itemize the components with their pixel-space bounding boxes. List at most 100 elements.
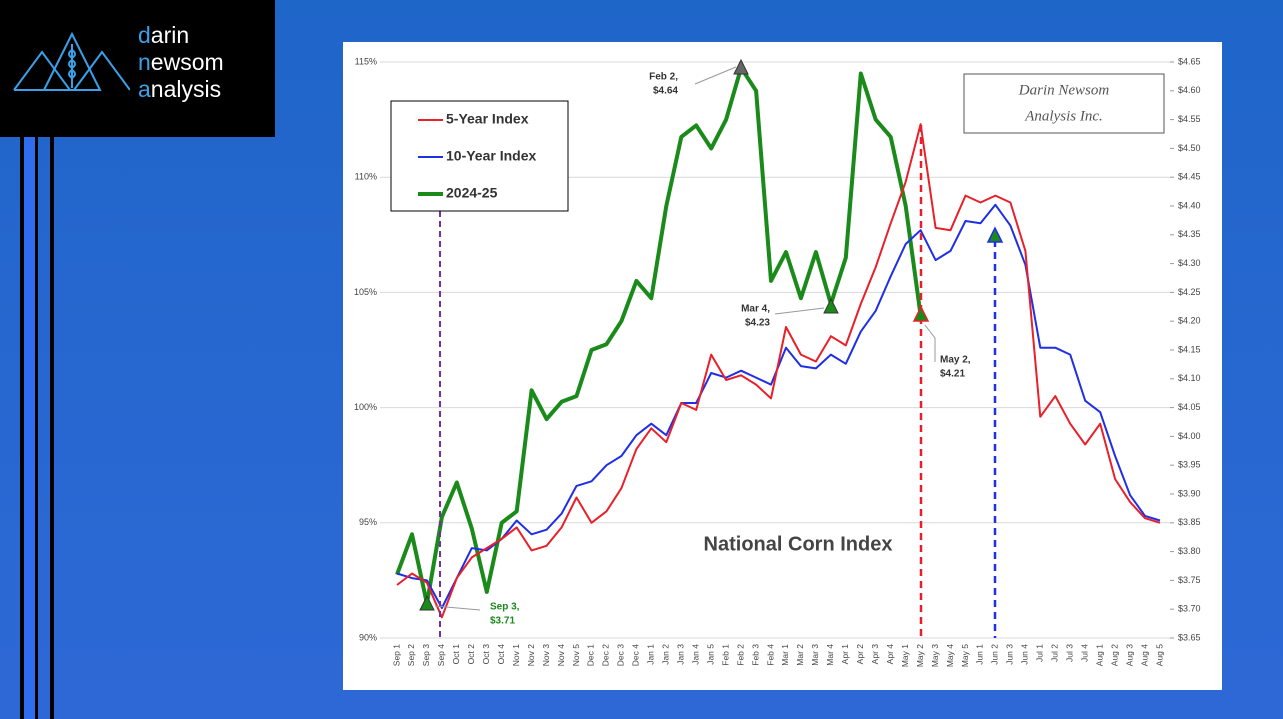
company-box <box>963 73 1165 134</box>
x-tick-label: Jul 4 <box>1079 644 1089 662</box>
x-tick-label: May 5 <box>960 644 970 667</box>
marker <box>419 594 435 611</box>
y2-tick-label: $4.40 <box>1178 200 1201 210</box>
x-tick-label: Sep 4 <box>436 644 446 666</box>
x-tick-label: Aug 4 <box>1139 644 1149 666</box>
y-tick-label: 95% <box>359 517 377 527</box>
legend-label: 5-Year Index <box>446 111 529 127</box>
y2-tick-label: $4.35 <box>1178 229 1201 239</box>
stripe <box>35 137 38 719</box>
y2-tick-label: $4.00 <box>1178 431 1201 441</box>
y2-tick-label: $4.30 <box>1178 258 1201 268</box>
x-tick-label: Sep 1 <box>391 644 401 666</box>
y2-tick-label: $4.55 <box>1178 114 1201 124</box>
x-tick-label: Dec 1 <box>586 644 596 666</box>
y-tick-label: 105% <box>354 287 377 297</box>
x-tick-label: Aug 5 <box>1154 644 1164 666</box>
annotation: Mar 4, <box>741 304 770 315</box>
y2-tick-label: $3.90 <box>1178 488 1201 498</box>
y2-tick-label: $4.50 <box>1178 143 1201 153</box>
x-tick-label: Nov 3 <box>541 644 551 666</box>
x-tick-label: May 4 <box>945 644 955 667</box>
legend-label: 10-Year Index <box>446 148 536 164</box>
x-tick-label: Feb 1 <box>720 644 730 666</box>
x-tick-label: Dec 3 <box>616 644 626 666</box>
x-tick-label: Apr 3 <box>870 644 880 665</box>
stripe <box>24 137 35 719</box>
x-tick-label: Oct 2 <box>466 644 476 665</box>
y2-tick-label: $3.85 <box>1178 517 1201 527</box>
y2-tick-label: $3.95 <box>1178 460 1201 470</box>
x-tick-label: Jul 3 <box>1064 644 1074 662</box>
x-tick-label: Feb 2 <box>735 644 745 666</box>
x-tick-label: Jun 1 <box>975 644 985 665</box>
x-tick-label: Jan 2 <box>661 644 671 665</box>
company-text: Analysis Inc. <box>1024 108 1102 124</box>
legend-label: 2024-25 <box>446 185 498 201</box>
x-tick-label: Jan 3 <box>676 644 686 665</box>
y-tick-label: 110% <box>355 172 377 182</box>
company-text: Darin Newsom <box>1018 82 1110 98</box>
logo-text: darin newsom analysis <box>138 22 224 103</box>
y2-tick-label: $3.75 <box>1178 575 1201 585</box>
series-line <box>396 123 1161 619</box>
logo-line: darin <box>138 22 190 48</box>
x-tick-label: Dec 2 <box>601 644 611 666</box>
marker <box>986 226 1004 243</box>
annotation: Feb 2, <box>649 72 678 83</box>
y2-tick-label: $4.25 <box>1178 287 1201 297</box>
x-tick-label: Jun 2 <box>990 644 1000 665</box>
x-tick-label: Mar 2 <box>795 644 805 666</box>
stripe <box>50 137 54 719</box>
annotation: $4.21 <box>940 369 965 380</box>
leaders <box>434 66 936 611</box>
x-tick-label: May 2 <box>915 644 925 667</box>
y2-tick-label: $4.05 <box>1178 402 1201 412</box>
stripe <box>20 137 24 719</box>
x-tick-label: Aug 1 <box>1094 644 1104 666</box>
y2-tick-label: $3.65 <box>1178 632 1201 642</box>
marker <box>733 58 749 75</box>
x-tick-label: Jan 4 <box>690 644 700 665</box>
logo-line: analysis <box>138 76 222 102</box>
x-tick-label: Apr 4 <box>885 644 895 665</box>
logo-line: newsom <box>138 49 224 75</box>
y2-tick-label: $4.20 <box>1178 316 1201 326</box>
x-tick-label: Jun 3 <box>1005 644 1015 665</box>
x-tick-label: Mar 4 <box>825 644 835 666</box>
y-tick-label: 100% <box>354 402 377 412</box>
logo-icon <box>13 31 130 91</box>
x-tick-label: Aug 2 <box>1109 644 1119 666</box>
x-tick-label: Oct 4 <box>496 644 506 665</box>
x-tick-label: Jan 5 <box>705 644 715 665</box>
x-tick-label: Feb 3 <box>750 644 760 666</box>
annotation: Sep 3, <box>490 602 520 613</box>
x-tick-label: Oct 1 <box>451 644 461 665</box>
y-tick-label: 115% <box>355 56 377 66</box>
x-tick-label: Sep 2 <box>406 644 416 666</box>
annotation: $4.23 <box>745 318 770 329</box>
annotation: May 2, <box>940 355 971 366</box>
x-tick-label: May 3 <box>930 644 940 667</box>
y2-tick-label: $4.65 <box>1178 56 1201 66</box>
x-tick-label: Apr 1 <box>840 644 850 665</box>
marker <box>823 297 839 314</box>
y-tick-label: 90% <box>359 632 377 642</box>
series-line <box>395 65 923 606</box>
x-tick-label: Jul 2 <box>1050 644 1060 662</box>
x-tick-label: Dec 4 <box>631 644 641 666</box>
x-tick-label: Mar 1 <box>780 644 790 666</box>
x-tick-label: Mar 3 <box>810 644 820 666</box>
logo: darin newsom analysis <box>0 0 275 137</box>
y2-tick-label: $4.45 <box>1178 172 1201 182</box>
x-tick-label: Jun 4 <box>1020 644 1030 665</box>
chart-title: National Corn Index <box>704 533 893 555</box>
x-tick-label: Oct 3 <box>481 644 491 665</box>
x-tick-label: Apr 2 <box>855 644 865 665</box>
y2-tick-label: $4.15 <box>1178 344 1201 354</box>
x-tick-label: Nov 1 <box>511 644 521 666</box>
x-tick-label: Feb 4 <box>765 644 775 666</box>
x-tick-label: Jan 1 <box>646 644 656 665</box>
